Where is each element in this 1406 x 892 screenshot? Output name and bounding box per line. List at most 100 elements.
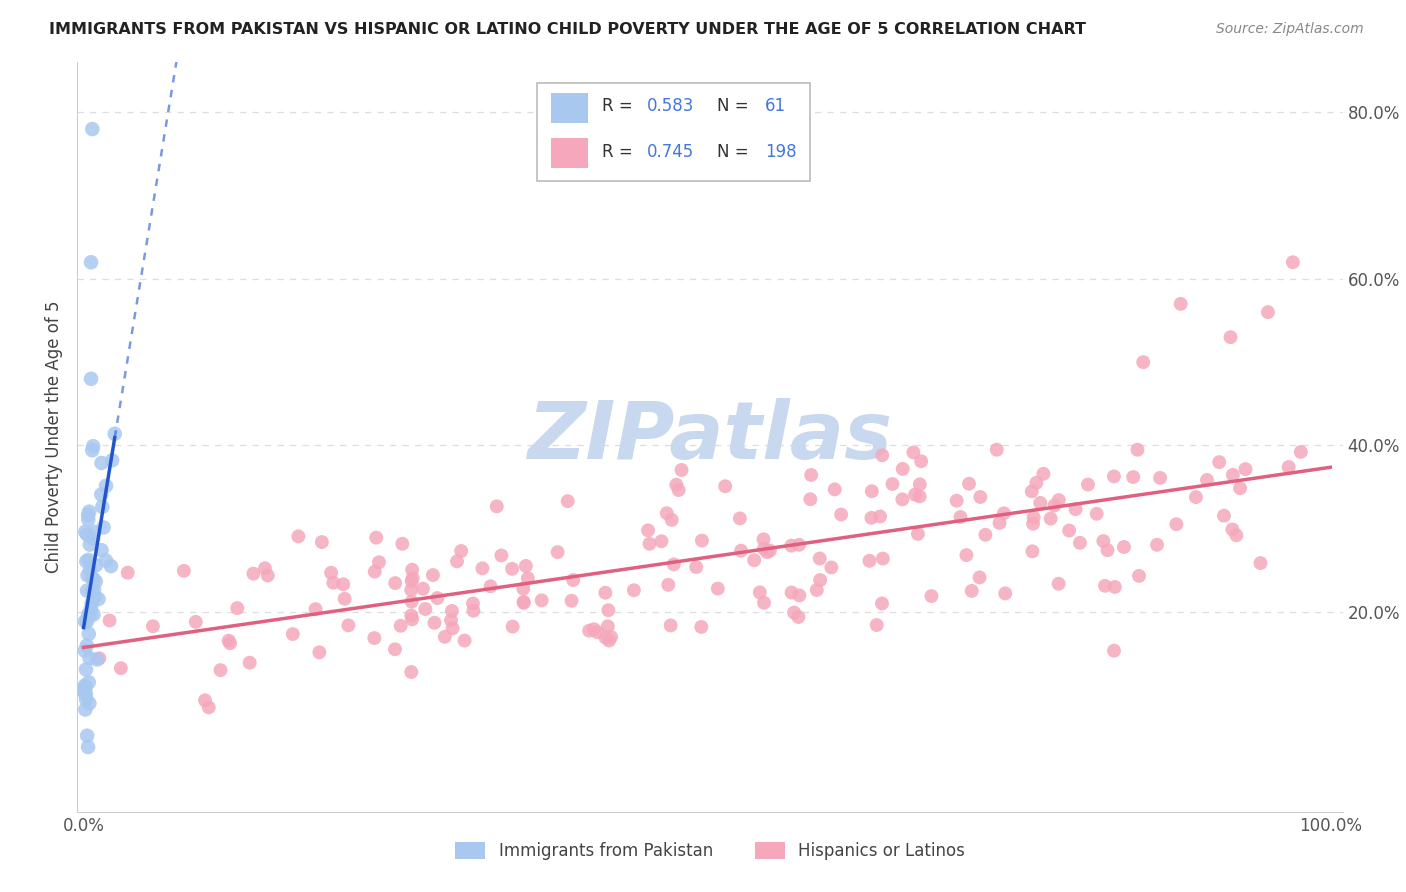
Point — [80, 601, 103, 615]
Point — [690, 533, 713, 548]
Point — [389, 619, 412, 633]
Point — [560, 594, 582, 608]
Point — [463, 604, 485, 618]
Point — [461, 597, 484, 611]
Point — [799, 492, 821, 507]
Point — [1249, 556, 1271, 570]
Point — [650, 534, 672, 549]
Point — [401, 574, 423, 589]
FancyBboxPatch shape — [537, 83, 810, 181]
Point — [903, 445, 925, 459]
Point — [882, 477, 904, 491]
Point — [657, 578, 679, 592]
Point — [79, 563, 101, 577]
Point — [75, 663, 97, 677]
Point — [218, 633, 240, 648]
Point — [77, 675, 100, 690]
Point — [1039, 511, 1062, 525]
Point — [1021, 484, 1043, 499]
Point — [287, 529, 309, 543]
Point — [1025, 475, 1047, 490]
Point — [1225, 528, 1247, 542]
Point — [422, 568, 444, 582]
Point — [515, 558, 537, 573]
Point — [742, 553, 765, 567]
Point — [1213, 508, 1236, 523]
Point — [547, 545, 569, 559]
Point — [661, 513, 683, 527]
Point — [83, 572, 105, 586]
Point — [83, 607, 105, 622]
Point — [77, 505, 100, 519]
Point — [384, 576, 406, 591]
Point — [759, 543, 782, 558]
Point — [1222, 467, 1244, 482]
Point — [1146, 538, 1168, 552]
Point — [242, 566, 264, 581]
Point — [76, 639, 98, 653]
Point — [110, 661, 132, 675]
Point — [516, 571, 538, 585]
Point — [308, 645, 330, 659]
Point — [870, 597, 893, 611]
Point — [986, 442, 1008, 457]
Text: 0.583: 0.583 — [647, 97, 695, 115]
Point — [1166, 517, 1188, 532]
Point — [391, 537, 413, 551]
Point — [808, 573, 831, 587]
Point — [76, 615, 98, 629]
Point — [75, 554, 97, 568]
Point — [401, 594, 423, 608]
Point — [319, 566, 342, 580]
Point — [83, 524, 105, 539]
Point — [1069, 536, 1091, 550]
Point — [194, 693, 217, 707]
Point — [491, 549, 513, 563]
Point — [253, 561, 276, 575]
Point — [1085, 507, 1108, 521]
Point — [800, 467, 823, 482]
Y-axis label: Child Poverty Under the Age of 5: Child Poverty Under the Age of 5 — [45, 301, 63, 574]
Point — [595, 631, 617, 645]
Point — [974, 528, 997, 542]
Point — [562, 573, 585, 587]
Point — [440, 604, 463, 618]
Point — [502, 619, 524, 633]
Point — [94, 553, 117, 567]
Point — [662, 558, 685, 572]
Point — [79, 696, 101, 710]
Point — [891, 462, 914, 476]
Point — [671, 463, 693, 477]
Point — [364, 565, 387, 579]
Point — [891, 492, 914, 507]
Point — [363, 631, 385, 645]
Point — [1149, 471, 1171, 485]
Point — [638, 537, 661, 551]
Point — [80, 255, 103, 269]
Point — [714, 479, 737, 493]
Point — [908, 477, 931, 491]
Point — [512, 595, 534, 609]
Point — [960, 583, 983, 598]
Point — [808, 551, 831, 566]
Point — [512, 582, 534, 596]
Point — [869, 509, 891, 524]
Legend: Immigrants from Pakistan, Hispanics or Latinos: Immigrants from Pakistan, Hispanics or L… — [449, 836, 972, 867]
Point — [707, 582, 730, 596]
Point — [748, 585, 770, 599]
Point — [920, 589, 942, 603]
Point — [173, 564, 195, 578]
Point — [401, 612, 423, 626]
Point — [1104, 580, 1126, 594]
Point — [471, 561, 494, 575]
Point — [332, 577, 354, 591]
Text: 61: 61 — [765, 97, 786, 115]
Point — [450, 544, 472, 558]
Point — [76, 583, 98, 598]
Point — [756, 545, 779, 559]
Point — [209, 663, 232, 677]
Point — [384, 642, 406, 657]
Point — [1029, 496, 1052, 510]
Point — [665, 477, 688, 491]
Point — [1077, 477, 1099, 491]
